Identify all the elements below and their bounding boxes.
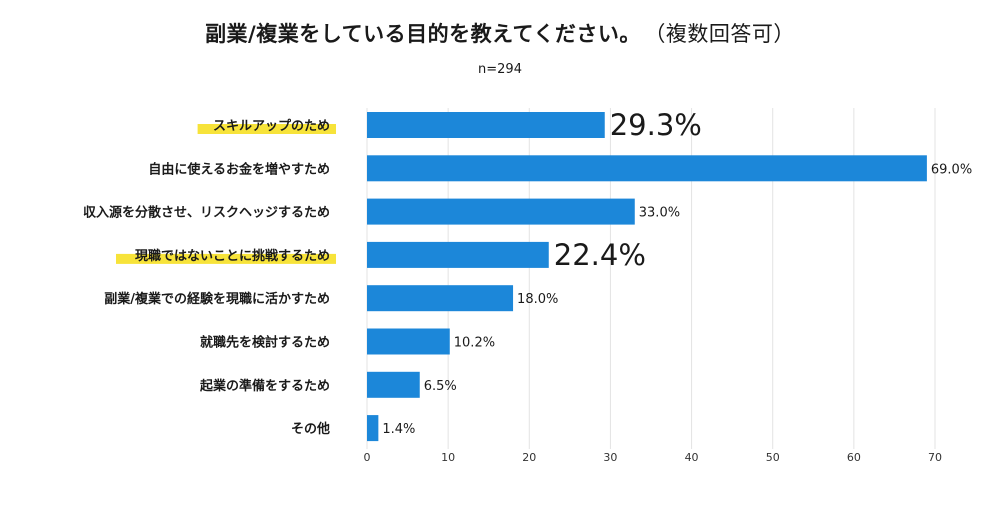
x-tick-label: 20 xyxy=(522,451,536,464)
chart-subtitle: n=294 xyxy=(478,62,522,77)
category-label: 起業の準備をするため xyxy=(199,378,330,394)
bar xyxy=(367,371,420,398)
category-label: 自由に使えるお金を増やすため xyxy=(148,161,330,177)
x-tick-label: 60 xyxy=(847,451,861,464)
x-tick-label: 0 xyxy=(364,451,371,464)
bar xyxy=(367,285,514,312)
bar xyxy=(367,198,635,225)
x-tick-label: 30 xyxy=(603,451,617,464)
value-label: 1.4% xyxy=(382,422,415,437)
chart-title-main: 副業/複業をしている目的を教えてください。 xyxy=(205,22,641,46)
x-tick-label: 50 xyxy=(766,451,780,464)
x-tick-label: 10 xyxy=(441,451,455,464)
value-label: 6.5% xyxy=(424,379,457,394)
bar xyxy=(367,155,927,182)
label-highlight xyxy=(197,124,336,134)
bar xyxy=(367,328,450,355)
value-label: 29.3% xyxy=(610,108,702,142)
x-tick-label: 40 xyxy=(685,451,699,464)
label-highlight xyxy=(116,253,336,264)
x-tick-label: 70 xyxy=(928,451,942,464)
value-label: 33.0% xyxy=(639,206,680,221)
value-label: 10.2% xyxy=(454,336,495,351)
category-label: スキルアップのため xyxy=(213,119,330,134)
chart-title: 副業/複業をしている目的を教えてください。 （複数回答可） xyxy=(0,18,1000,48)
category-label: 収入源を分散させ、リスクヘッジするため xyxy=(83,205,330,221)
value-label: 18.0% xyxy=(517,292,558,307)
category-label: 現職ではないことに挑戦するため xyxy=(135,248,330,264)
chart-title-note: （複数回答可） xyxy=(654,22,795,46)
bar xyxy=(367,415,379,442)
bar xyxy=(367,112,605,138)
value-label: 22.4% xyxy=(554,238,646,272)
category-label: 就職先を検討するため xyxy=(200,335,330,351)
bar xyxy=(367,241,549,268)
category-label: その他 xyxy=(291,421,330,437)
category-label: 副業/複業での経験を現職に活かすため xyxy=(104,291,330,307)
value-label: 69.0% xyxy=(931,162,972,177)
